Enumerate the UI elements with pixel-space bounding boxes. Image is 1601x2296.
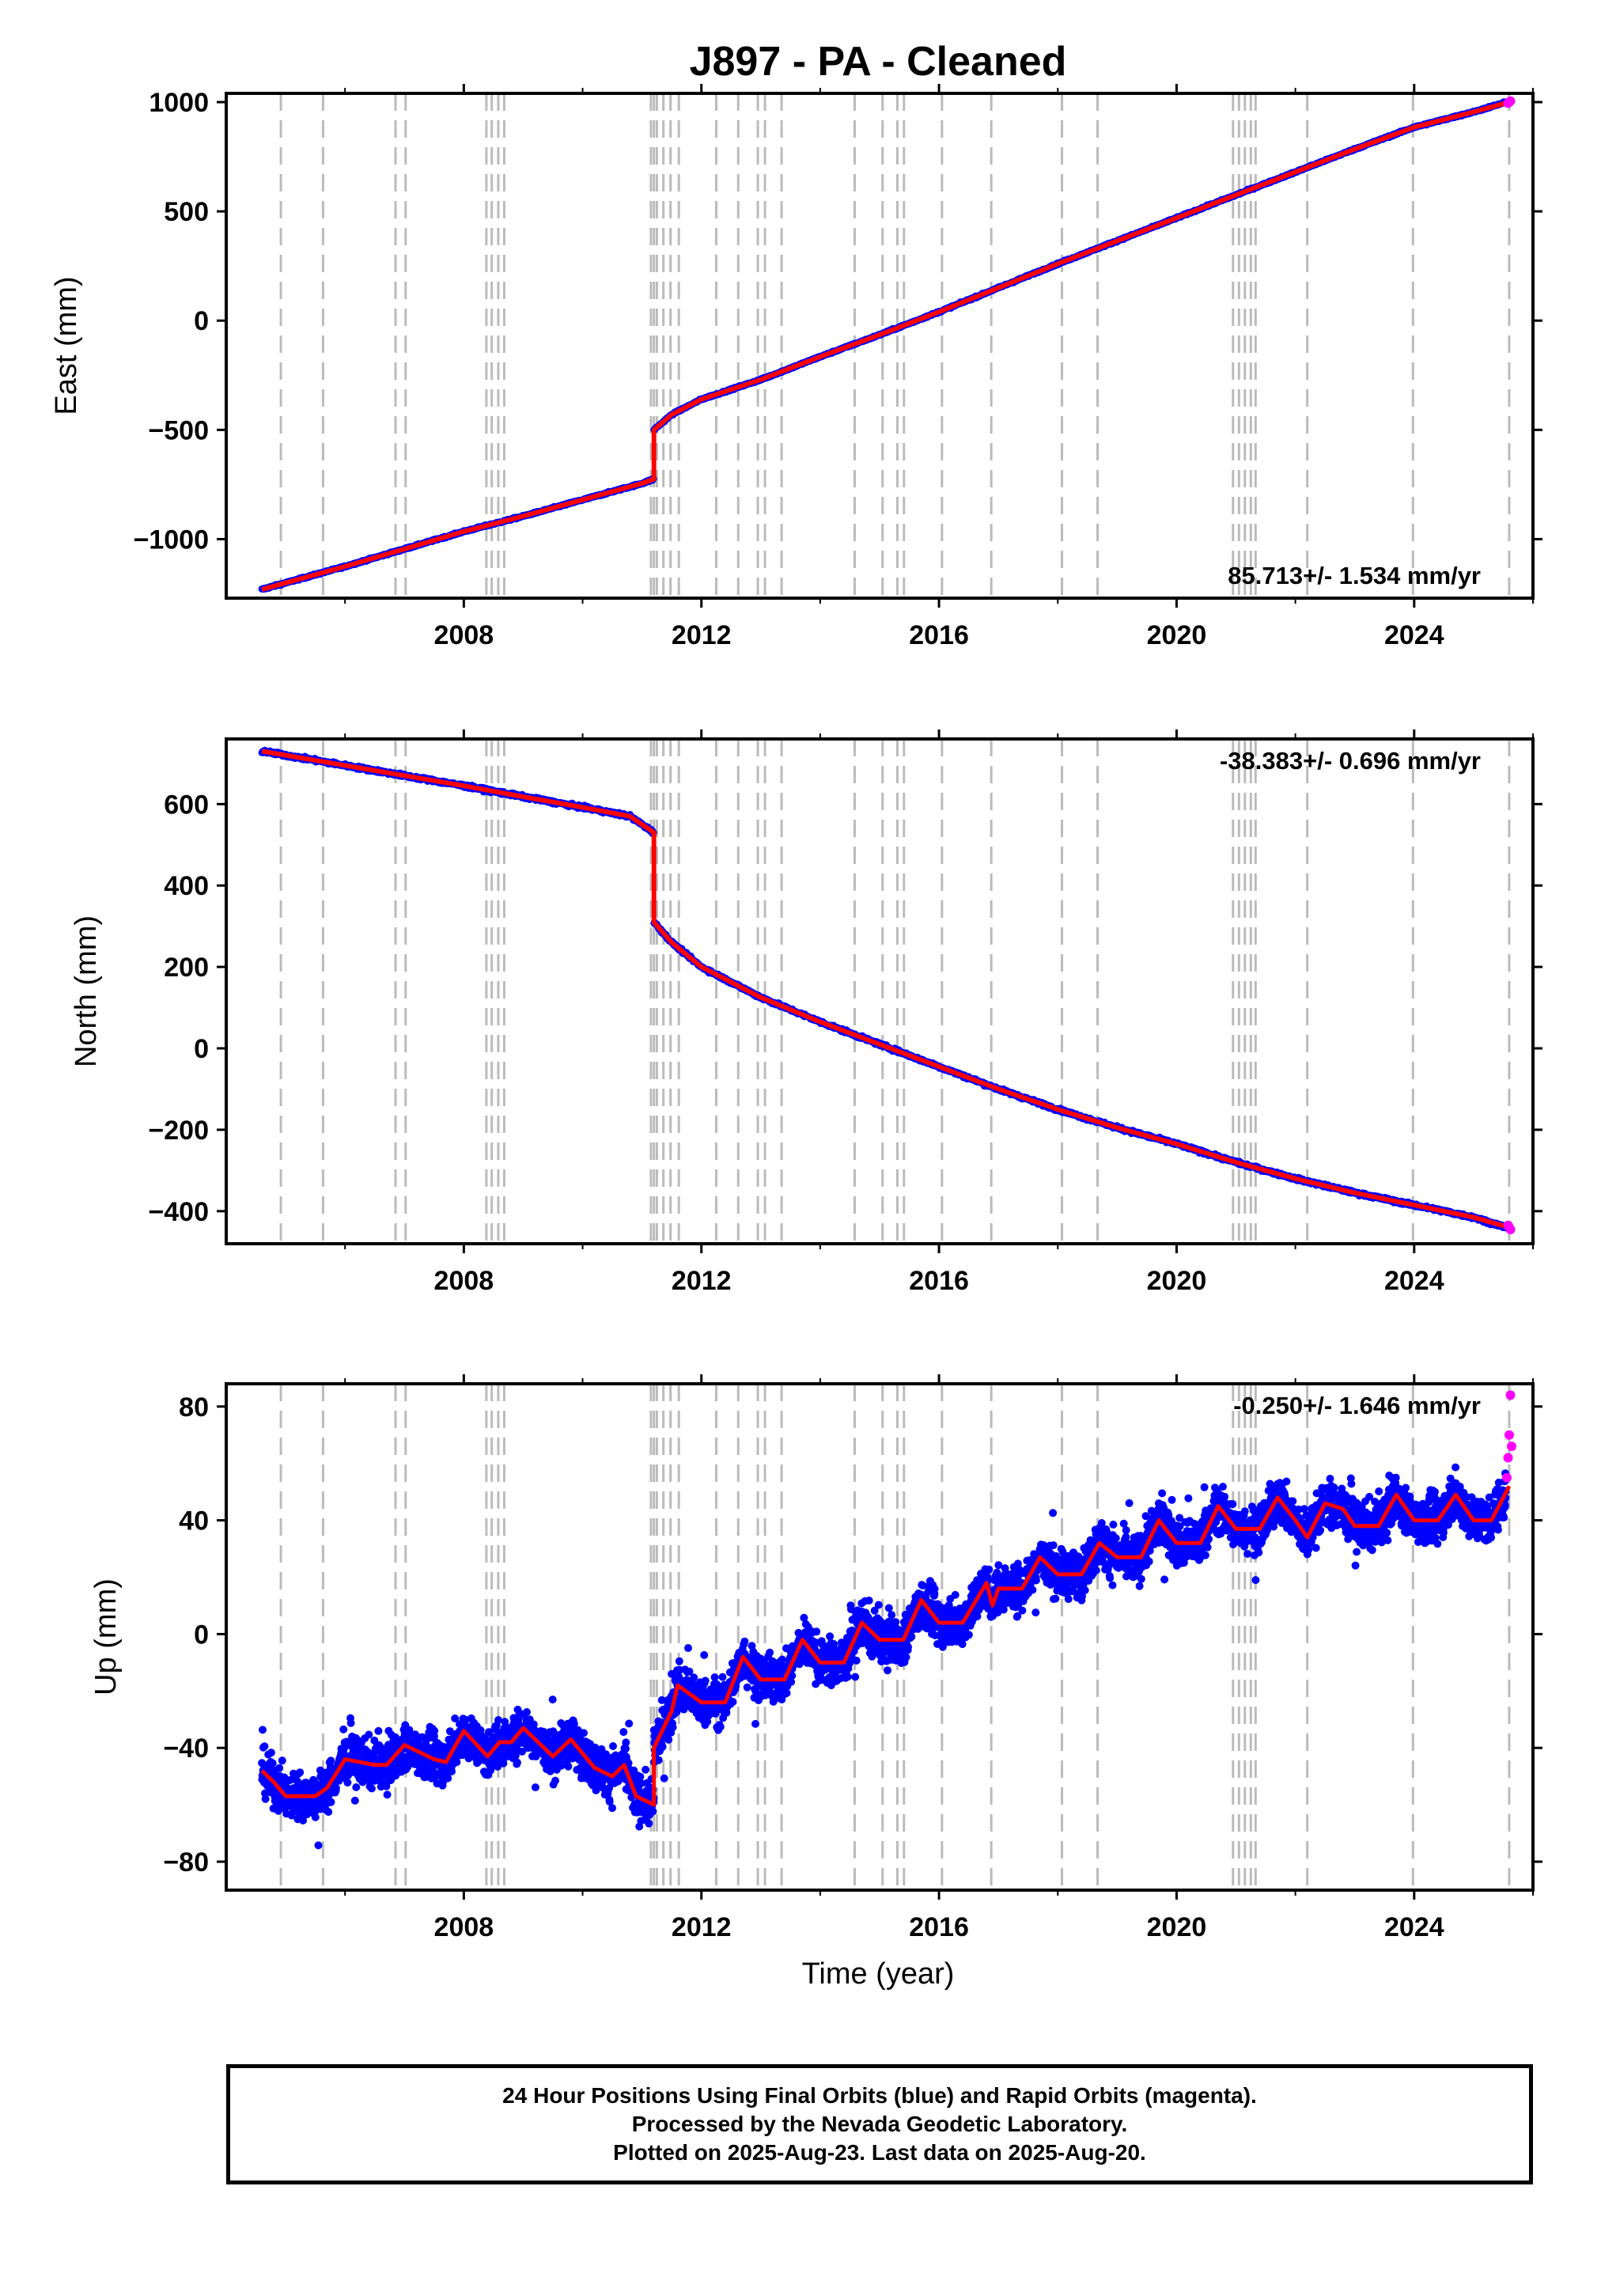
x-tick-label: 2020 xyxy=(1147,620,1207,650)
y-tick-label: 1000 xyxy=(149,88,209,118)
x-tick-label: 2016 xyxy=(909,620,969,650)
final-orbit-points-east xyxy=(258,98,1510,593)
x-tick-label: 2012 xyxy=(672,620,732,650)
x-tick-label: 2008 xyxy=(434,620,494,650)
panel-frame-east xyxy=(225,92,1535,600)
y-tick-label: −500 xyxy=(148,415,209,445)
x-tick-label: 2024 xyxy=(1384,620,1444,650)
y-axis-label-east: East (mm) xyxy=(50,276,83,415)
plot-area-east xyxy=(258,93,1516,598)
y-tick-label: 500 xyxy=(164,197,209,227)
y-tick-label: 0 xyxy=(194,306,209,336)
rate-label-east: 85.713+/- 1.534 mm/yr xyxy=(1228,562,1481,589)
y-tick-label: −1000 xyxy=(134,525,210,555)
figure-title: J897 - PA - Cleaned xyxy=(690,39,1067,85)
rapid-orbit-point xyxy=(1505,96,1516,106)
panels: −1000 −500 0 500 1000 2008 2012 2016 2020 2024 Eas… xyxy=(50,84,1542,1942)
plot-area-north xyxy=(258,739,1516,1244)
rapid-orbit-points-east xyxy=(1503,96,1516,108)
model-fit-line-east xyxy=(261,100,1510,592)
panel-east: −1000 −500 0 500 1000 2008 2012 2016 2020 2024 Eas… xyxy=(50,84,1542,650)
final-orbit-points-north xyxy=(258,746,1510,1232)
